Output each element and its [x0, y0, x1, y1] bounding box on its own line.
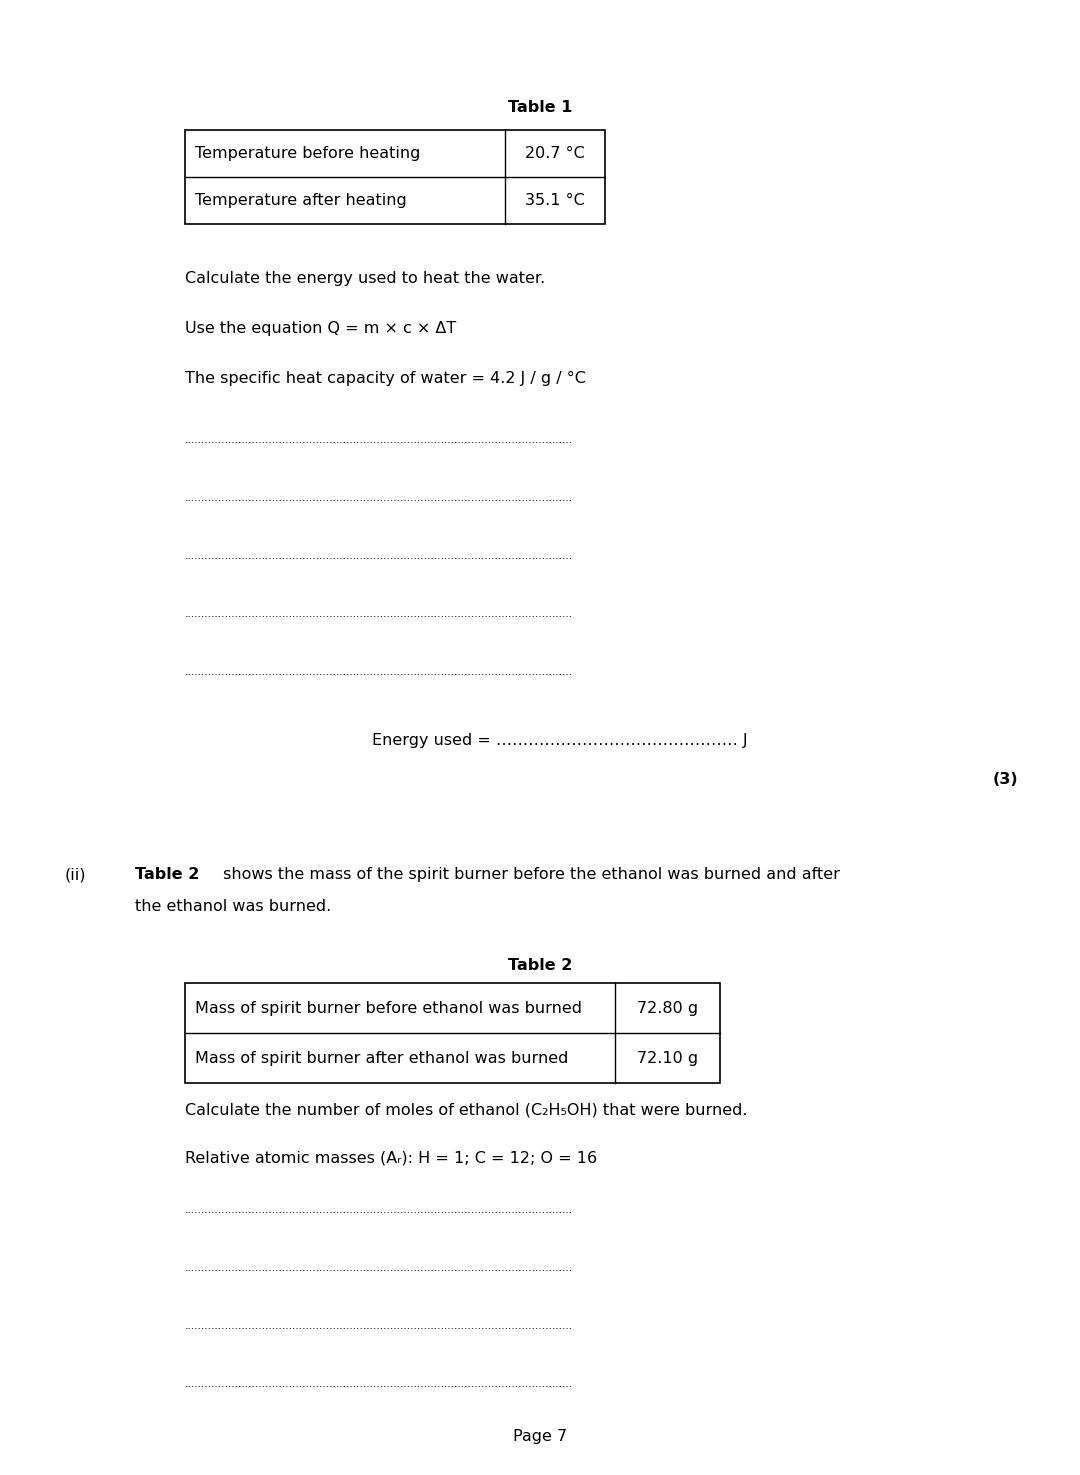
Text: (3): (3) [993, 773, 1018, 788]
Text: ................................................................................: ........................................… [185, 609, 573, 620]
Text: shows the mass of the spirit burner before the ethanol was burned and after: shows the mass of the spirit burner befo… [218, 867, 840, 882]
Text: 20.7 °C: 20.7 °C [525, 146, 585, 161]
Bar [185, 982, 720, 1083]
Text: Calculate the energy used to heat the water.: Calculate the energy used to heat the wa… [185, 270, 545, 286]
Text: Energy used = ……………………………………… J: Energy used = ……………………………………… J [373, 733, 747, 748]
Text: ................................................................................: ........................................… [185, 667, 573, 677]
Text: Temperature before heating: Temperature before heating [195, 146, 420, 161]
Text: 35.1 °C: 35.1 °C [525, 193, 585, 208]
Text: Calculate the number of moles of ethanol (C₂H₅OH) that were burned.: Calculate the number of moles of ethanol… [185, 1102, 747, 1118]
Text: ................................................................................: ........................................… [185, 435, 573, 445]
Text: 72.80 g: 72.80 g [637, 1000, 698, 1015]
Text: ................................................................................: ........................................… [185, 1322, 573, 1330]
Text: Page 7: Page 7 [513, 1429, 567, 1444]
Text: 72.10 g: 72.10 g [637, 1050, 698, 1065]
Text: ................................................................................: ........................................… [185, 1205, 573, 1215]
Text: Table 2: Table 2 [508, 959, 572, 974]
Text: ................................................................................: ........................................… [185, 1379, 573, 1389]
Text: Temperature after heating: Temperature after heating [195, 193, 407, 208]
Text: Use the equation Q = m × c × ΔT: Use the equation Q = m × c × ΔT [185, 320, 456, 335]
Text: ................................................................................: ........................................… [185, 552, 573, 560]
Text: Table 1: Table 1 [508, 100, 572, 115]
Text: (ii): (ii) [65, 867, 86, 882]
Text: Table 2: Table 2 [135, 867, 200, 882]
Text: Relative atomic masses (Aᵣ): H = 1; C = 12; O = 16: Relative atomic masses (Aᵣ): H = 1; C = … [185, 1150, 597, 1165]
Text: the ethanol was burned.: the ethanol was burned. [135, 898, 332, 914]
Text: ................................................................................: ........................................… [185, 1263, 573, 1273]
Text: ................................................................................: ........................................… [185, 493, 573, 503]
Text: The specific heat capacity of water = 4.2 J / g / °C: The specific heat capacity of water = 4.… [185, 370, 585, 385]
Text: Mass of spirit burner before ethanol was burned: Mass of spirit burner before ethanol was… [195, 1000, 582, 1015]
Bar [185, 130, 605, 224]
Text: Mass of spirit burner after ethanol was burned: Mass of spirit burner after ethanol was … [195, 1050, 568, 1065]
